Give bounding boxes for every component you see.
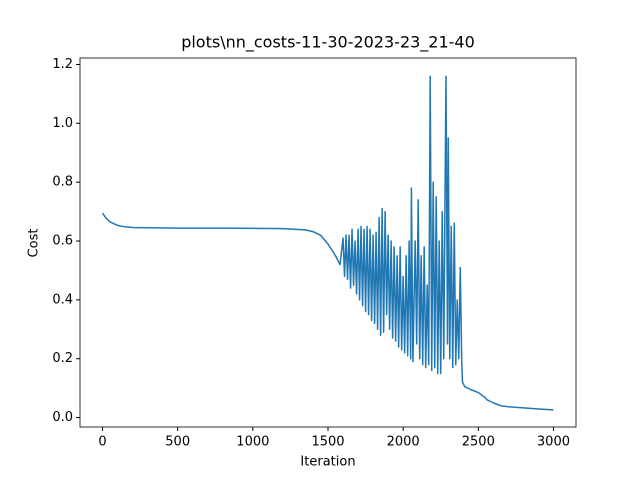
axes-frame bbox=[79, 57, 577, 428]
y-tick-label: 0.6 bbox=[52, 234, 73, 249]
chart-title: plots\nn_costs-11-30-2023-23_21-40 bbox=[181, 33, 475, 53]
x-tick-label: 2500 bbox=[462, 435, 495, 450]
y-tick-label: 1.2 bbox=[52, 57, 73, 72]
x-tick-label: 1000 bbox=[236, 435, 269, 450]
x-tick-label: 3000 bbox=[537, 435, 570, 450]
y-axis-label: Cost bbox=[27, 229, 42, 258]
x-axis-label: Iteration bbox=[300, 455, 355, 470]
y-tick-label: 0.8 bbox=[52, 175, 73, 190]
x-tick-label: 1500 bbox=[311, 435, 344, 450]
x-tick-label: 2000 bbox=[387, 435, 420, 450]
cost-line bbox=[101, 75, 554, 411]
x-tick-label: 500 bbox=[165, 435, 190, 450]
y-tick-label: 1.0 bbox=[52, 116, 73, 131]
x-tick-label: 0 bbox=[98, 435, 106, 450]
y-tick-label: 0.2 bbox=[52, 351, 73, 366]
y-tick-label: 0.0 bbox=[52, 410, 73, 425]
y-tick-label: 0.4 bbox=[52, 292, 73, 307]
